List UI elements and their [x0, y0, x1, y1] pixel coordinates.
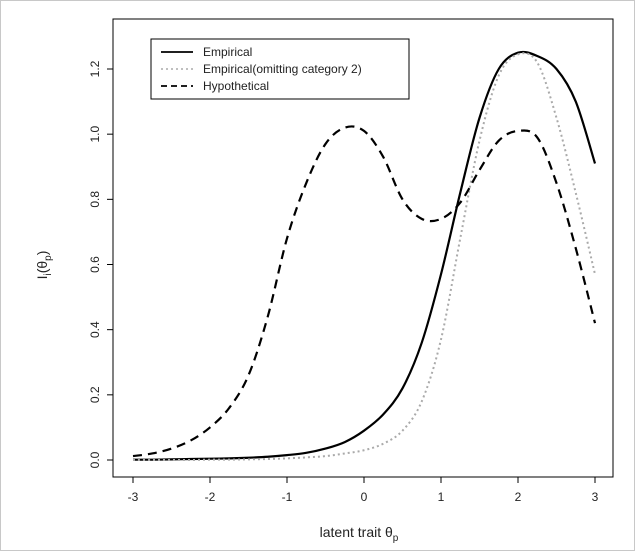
y-tick-label: 0.2	[88, 386, 102, 403]
y-axis-label-subscript: i	[43, 273, 54, 275]
y-axis-label: Ii(θp)	[34, 251, 54, 280]
x-axis-label: latent trait θp	[320, 524, 399, 544]
x-tick-label: 1	[438, 490, 445, 504]
y-axis-label-paren-subscript: p	[43, 255, 54, 261]
legend-entry-empirical-omitting: Empirical(omitting category 2)	[203, 62, 362, 76]
x-axis: -3 -2 -1 0 1 2 3	[128, 476, 599, 504]
x-tick-label: 0	[361, 490, 368, 504]
y-tick-label: 0.0	[88, 451, 102, 468]
legend-box	[150, 38, 410, 100]
series-empirical-omitting-line	[133, 52, 596, 462]
x-axis-label-main: latent trait θ	[320, 524, 393, 540]
x-tick-label: 2	[515, 490, 522, 504]
y-tick-label: 0.6	[88, 256, 102, 273]
y-axis-label-paren-close: )	[34, 251, 50, 256]
legend: Empirical Empirical(omitting category 2) H…	[150, 38, 410, 100]
x-tick-label: -1	[282, 490, 293, 504]
x-tick-label: -2	[205, 490, 216, 504]
x-tick-label: 3	[592, 490, 599, 504]
legend-entry-empirical: Empirical	[203, 45, 252, 59]
series-layer	[132, 50, 597, 462]
y-tick-label: 1.2	[88, 60, 102, 77]
series-empirical-line	[132, 50, 597, 461]
y-axis-label-main: I	[34, 276, 50, 280]
legend-entry-hypothetical: Hypothetical	[203, 79, 269, 93]
x-axis-label-subscript: p	[393, 533, 399, 544]
y-tick-label: 1.0	[88, 126, 102, 143]
series-hypothetical-line	[132, 125, 597, 458]
y-tick-label: 0.4	[88, 321, 102, 338]
x-tick-label: -3	[128, 490, 139, 504]
y-tick-label: 0.8	[88, 191, 102, 208]
y-axis-label-paren-open: (θ	[34, 261, 50, 274]
y-axis: 0.0 0.2 0.4 0.6 0.8 1.0 1.2	[88, 60, 114, 468]
